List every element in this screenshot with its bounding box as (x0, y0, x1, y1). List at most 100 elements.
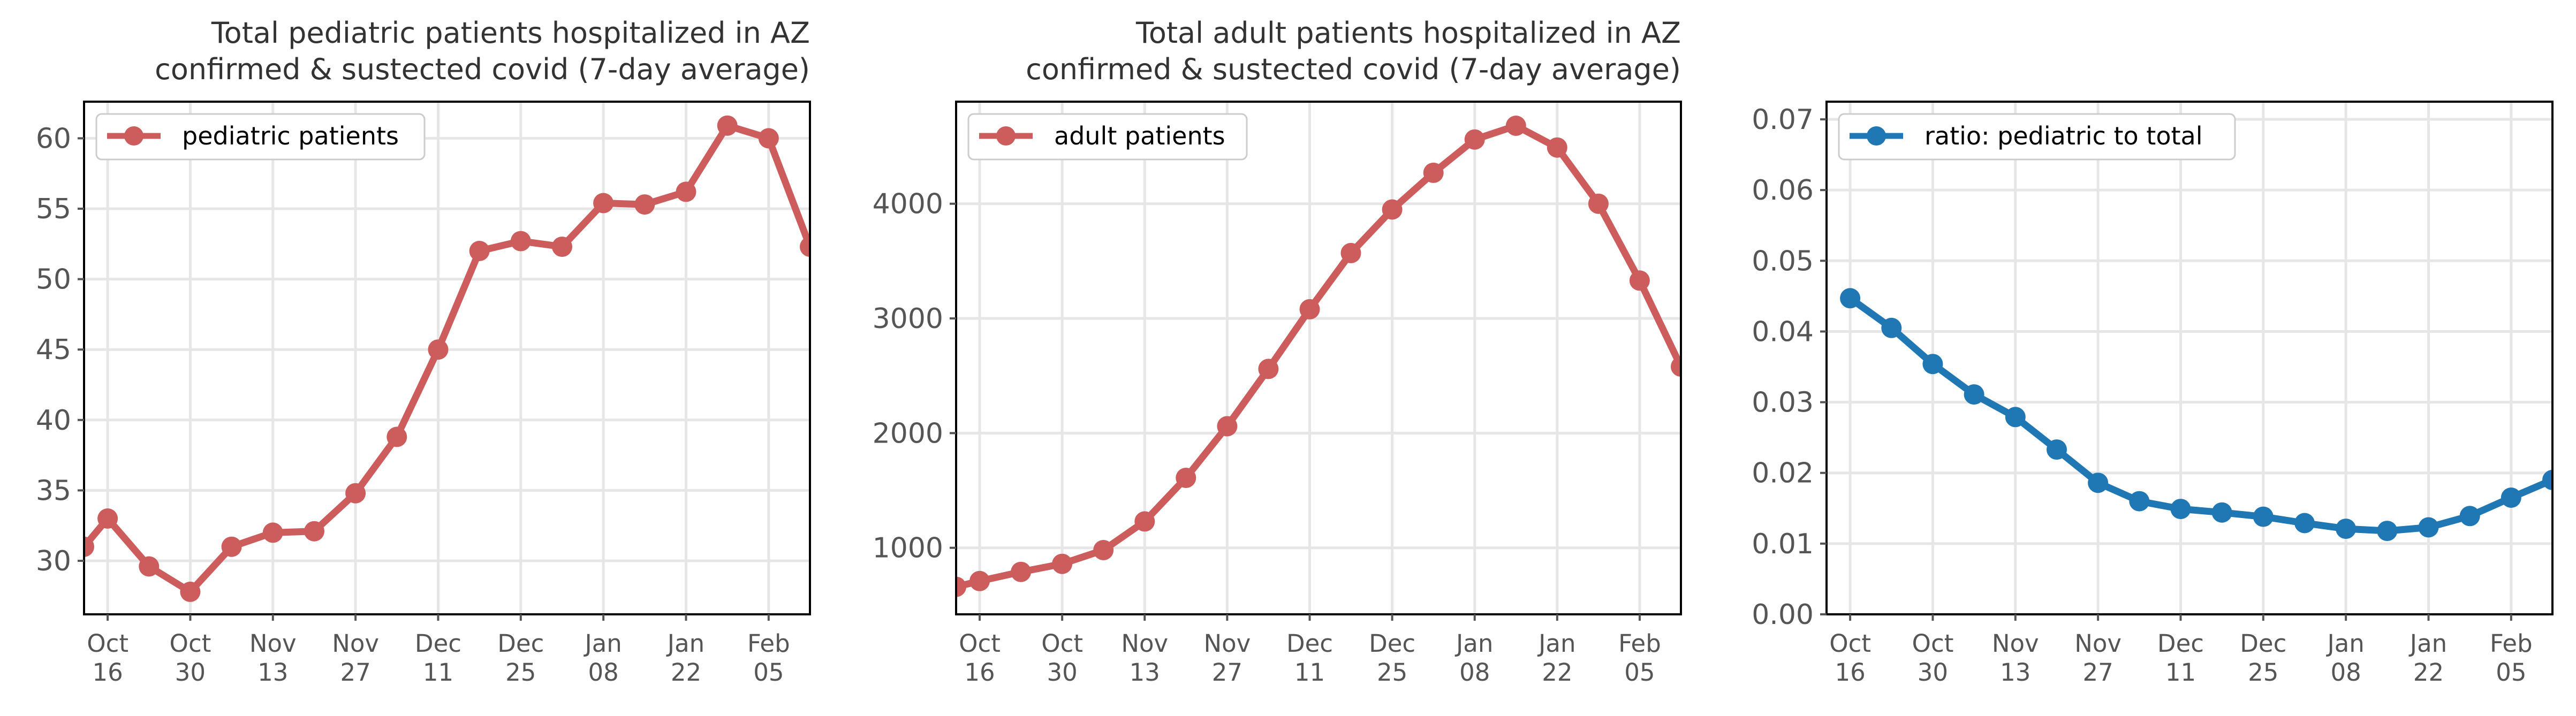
adult-x-tick-label-day: 25 (1377, 658, 1407, 687)
ratio-x-tick-label-month: Nov (1992, 629, 2039, 658)
ratio-x-axis: Oct16Oct30Nov13Nov27Dec11Dec25Jan08Jan22… (1829, 614, 2533, 687)
pediatric-x-tick-label-day: 08 (588, 658, 619, 687)
ratio-data-point (1922, 354, 1943, 375)
adult-x-tick-label-month: Nov (1203, 629, 1251, 658)
adult-x-tick-label-month: Feb (1618, 629, 1661, 658)
pediatric-data-point (428, 339, 449, 360)
ratio-y-tick-label: 0.06 (1752, 174, 1814, 207)
ratio-y-tick-label: 0.07 (1752, 104, 1814, 136)
ratio-x-tick-label-month: Oct (1912, 629, 1954, 658)
ratio-data-point (2047, 439, 2067, 460)
pediatric-x-tick-label-day: 11 (423, 658, 453, 687)
pediatric-y-tick-label: 55 (36, 193, 71, 225)
pediatric-legend-label: pediatric patients (182, 121, 399, 150)
ratio-legend-box (1838, 113, 2236, 161)
pediatric-data-point (634, 194, 655, 215)
ratio-x-tick-label-day: 27 (2082, 658, 2113, 687)
pediatric-y-tick-label: 50 (36, 264, 71, 296)
ratio-x-tick-label-day: 08 (2331, 658, 2361, 687)
pediatric-data-point (221, 536, 242, 557)
adult-data-point (1505, 116, 1526, 136)
adult-y-tick-label: 2000 (873, 417, 943, 450)
pediatric-y-axis: 30 35 40 45 50 55 60 (36, 123, 84, 577)
pediatric-x-axis: Oct16Oct30Nov13Nov27Dec11Dec25Jan08Jan22… (87, 614, 790, 687)
ratio-x-tick-label-month: Dec (2240, 629, 2286, 658)
adult-data-point (1423, 162, 1444, 183)
pediatric-data-point (800, 237, 810, 257)
pediatric-legend-marker (124, 126, 143, 146)
adult-x-tick-label-day: 05 (1624, 658, 1655, 687)
adult-x-tick-label-day: 22 (1542, 658, 1572, 687)
adult-x-tick-label-day: 27 (1212, 658, 1242, 687)
ratio-x-tick-label-day: 30 (1918, 658, 1948, 687)
pediatric-axes-frame (83, 101, 811, 615)
pediatric-legend-box (95, 113, 426, 161)
adult-legend-marker (996, 126, 1016, 146)
adult-y-axis: 1000 2000 3000 4000 (873, 188, 956, 565)
ratio-data-point (1964, 384, 1984, 405)
ratio-x-tick-label-month: Jan (2408, 629, 2447, 658)
adult-x-tick-label-month: Jan (1454, 629, 1493, 658)
pediatric-data-point (139, 556, 160, 577)
pediatric-data-point (304, 521, 324, 542)
pediatric-data-point (345, 483, 366, 504)
pediatric-grid (84, 102, 810, 614)
pediatric-x-tick-label-day: 25 (505, 658, 536, 687)
adult-data-point (1258, 359, 1279, 379)
ratio-data-point (2418, 517, 2439, 538)
pediatric-x-tick-label-month: Nov (332, 629, 379, 658)
adult-y-tick-label: 1000 (873, 532, 943, 565)
pediatric-x-tick-label-month: Dec (415, 629, 461, 658)
adult-y-tick-label: 3000 (873, 303, 943, 335)
adult-chart-subtitle: confirmed & sustected covid (7-day avera… (1026, 52, 1681, 86)
pediatric-legend: pediatric patients (95, 113, 426, 161)
ratio-x-tick-label-day: 22 (2413, 658, 2444, 687)
pediatric-x-tick-label-day: 22 (671, 658, 701, 687)
adult-data-point (969, 570, 990, 591)
ratio-y-axis: 0.00 0.01 0.02 0.03 0.04 0.05 0.06 0.07 (1752, 104, 1827, 631)
adult-x-tick-label-month: Nov (1121, 629, 1168, 658)
ratio-y-tick-label: 0.00 (1752, 599, 1814, 631)
adult-data-point (1011, 561, 1032, 582)
pediatric-chart-panel: Total pediatric patients hospitalized in… (36, 16, 811, 687)
adult-data-point (1629, 270, 1650, 291)
ratio-data-point (2211, 502, 2232, 523)
ratio-x-tick-label-day: 13 (2000, 658, 2031, 687)
pediatric-data-point (758, 128, 779, 149)
adult-axes-frame (955, 101, 1682, 615)
pediatric-x-tick-label-month: Dec (497, 629, 544, 658)
ratio-x-tick-label-month: Jan (2325, 629, 2364, 658)
adult-data-point (1093, 540, 1114, 560)
ratio-data-point (2459, 506, 2480, 527)
pediatric-y-tick-label: 60 (36, 123, 71, 155)
pediatric-x-tick-label-month: Jan (666, 629, 704, 658)
adult-grid (956, 102, 1681, 614)
adult-data-point (956, 576, 966, 597)
ratio-x-tick-label-month: Nov (2074, 629, 2122, 658)
pediatric-x-tick-label-day: 13 (257, 658, 288, 687)
adult-series-line (956, 122, 1681, 591)
ratio-x-tick-label-day: 11 (2165, 658, 2196, 687)
ratio-y-tick-label: 0.04 (1752, 316, 1814, 348)
ratio-data-point (2542, 469, 2552, 490)
pediatric-y-tick-label: 35 (36, 475, 71, 507)
adult-x-axis: Oct16Oct30Nov13Nov27Dec11Dec25Jan08Jan22… (959, 614, 1661, 687)
adult-y-tick-label: 4000 (873, 188, 943, 220)
ratio-y-tick-label: 0.03 (1752, 387, 1814, 419)
adult-x-tick-label-day: 08 (1459, 658, 1490, 687)
pediatric-x-tick-label-day: 05 (753, 658, 784, 687)
ratio-data-point (2170, 499, 2191, 520)
pediatric-data-point (469, 241, 490, 261)
pediatric-x-tick-label-day: 16 (92, 658, 123, 687)
pediatric-x-tick-label-month: Nov (249, 629, 297, 658)
pediatric-data-point (552, 237, 572, 257)
pediatric-data-point (262, 522, 283, 543)
ratio-data-point (2088, 473, 2109, 493)
ratio-series-line (1846, 294, 2552, 535)
ratio-data-point (2336, 519, 2357, 539)
adult-data-point (1052, 553, 1073, 574)
pediatric-x-tick-label-month: Jan (583, 629, 622, 658)
pediatric-data-point (387, 426, 407, 447)
adult-legend-label: adult patients (1054, 121, 1225, 150)
